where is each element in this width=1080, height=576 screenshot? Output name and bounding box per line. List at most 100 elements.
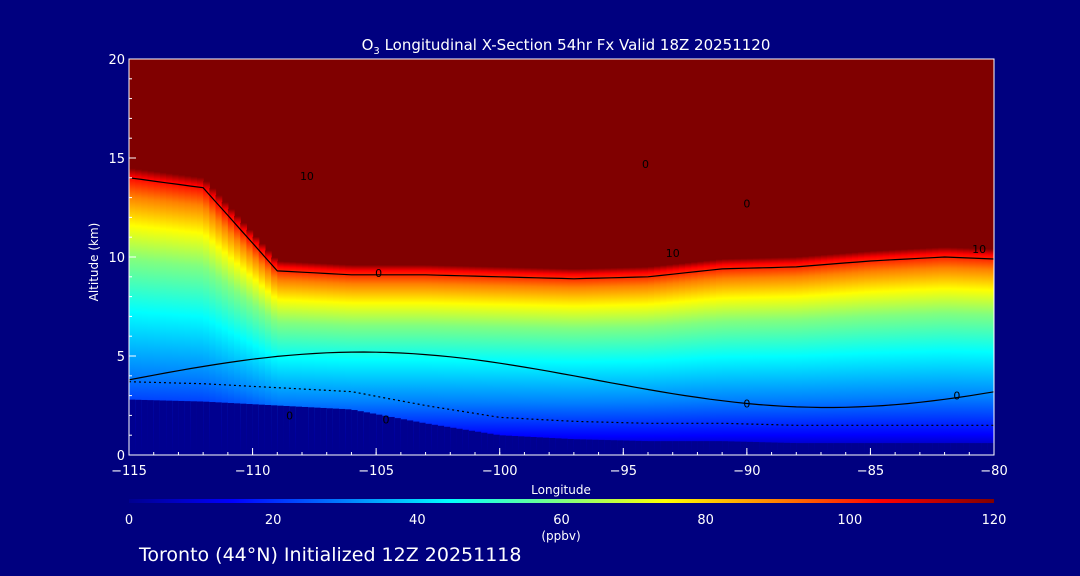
colorbar-ticks: 0 20 40 60 80 100 120	[125, 513, 1007, 528]
ozone-column	[907, 248, 915, 455]
surface-low-ozone	[790, 443, 797, 455]
ozone-column	[654, 265, 661, 455]
surface-low-ozone	[320, 407, 328, 455]
y-tick-label: 0	[117, 449, 125, 464]
surface-low-ozone	[450, 427, 458, 455]
ozone-column	[715, 259, 723, 455]
surface-low-ozone	[629, 440, 637, 455]
ozone-field	[129, 168, 994, 455]
ozone-column	[981, 248, 989, 455]
x-tick-label: −115	[111, 464, 147, 479]
ozone-column	[320, 263, 328, 455]
ozone-column	[357, 264, 365, 455]
ozone-column	[147, 170, 155, 455]
ozone-column	[703, 260, 711, 455]
surface-low-ozone	[444, 426, 451, 455]
ozone-column	[332, 264, 340, 455]
surface-low-ozone	[864, 443, 872, 455]
surface-low-ozone	[351, 410, 359, 455]
ozone-column	[178, 174, 186, 455]
surface-low-ozone	[895, 443, 902, 455]
ozone-column	[709, 259, 717, 455]
ozone-column	[234, 215, 241, 455]
surface-low-ozone	[845, 443, 853, 455]
surface-low-ozone	[129, 399, 136, 455]
colorbar-tick-label: 60	[553, 513, 570, 528]
y-axis: 0 5 10 15 20	[108, 53, 136, 464]
surface-low-ozone	[975, 443, 983, 455]
ozone-column	[153, 171, 161, 455]
ozone-column	[876, 250, 884, 455]
ozone-column	[944, 247, 952, 455]
surface-low-ozone	[209, 402, 217, 455]
ozone-column	[833, 253, 841, 455]
ozone-column	[610, 267, 618, 455]
surface-low-ozone	[413, 421, 420, 455]
surface-low-ozone	[289, 406, 297, 455]
ozone-column	[468, 266, 476, 455]
surface-low-ozone	[901, 443, 909, 455]
ozone-column	[851, 252, 859, 455]
ozone-column	[141, 169, 149, 455]
ozone-column	[302, 262, 309, 455]
surface-low-ozone	[542, 437, 550, 455]
contour-label: 0	[642, 158, 649, 171]
surface-low-ozone	[283, 405, 291, 455]
surface-low-ozone	[332, 408, 340, 455]
ozone-column	[864, 251, 872, 455]
surface-low-ozone	[153, 400, 161, 455]
ozone-column	[580, 268, 587, 455]
contour-line	[129, 351, 994, 409]
ozone-column	[629, 267, 637, 455]
colorbar-tick-label: 40	[409, 513, 426, 528]
ozone-column	[913, 248, 921, 455]
surface-low-ozone	[821, 443, 828, 455]
colorbar-tick-label: 20	[265, 513, 282, 528]
contour-line	[129, 177, 994, 280]
ozone-column	[135, 169, 142, 455]
ozone-column	[635, 267, 643, 455]
surface-low-ozone	[437, 425, 445, 455]
ozone-column	[536, 267, 544, 455]
colorbar-tick-label: 80	[697, 513, 714, 528]
surface-low-ozone	[240, 403, 247, 455]
surface-low-ozone	[493, 434, 501, 455]
surface-low-ozone	[400, 419, 408, 455]
surface-low-ozone	[851, 443, 859, 455]
ozone-column	[740, 258, 748, 455]
surface-low-ozone	[462, 429, 470, 455]
surface-low-ozone	[981, 443, 989, 455]
ozone-column	[901, 249, 909, 455]
surface-low-ozone	[802, 443, 810, 455]
surface-low-ozone	[536, 437, 544, 455]
ozone-column	[314, 263, 322, 455]
surface-low-ozone	[215, 402, 223, 455]
surface-low-ozone	[468, 430, 476, 455]
surface-low-ozone	[487, 433, 495, 455]
ozone-column	[512, 267, 519, 455]
ozone-column	[493, 266, 501, 455]
surface-low-ozone	[715, 441, 723, 455]
ozone-column	[246, 229, 254, 455]
contour-labels: 10 10 0 10 0 0 0 10 0 0 0	[286, 158, 986, 426]
ozone-column	[369, 264, 377, 455]
contour-label: 0	[286, 409, 293, 422]
surface-low-ozone	[709, 441, 717, 455]
ozone-column	[326, 263, 334, 455]
ozone-column	[487, 266, 495, 455]
surface-low-ozone	[512, 436, 519, 455]
contour-lines	[129, 177, 994, 426]
ozone-column	[753, 258, 760, 455]
colorbar-label: (ppbv)	[541, 529, 580, 543]
ozone-column	[505, 267, 513, 455]
ozone-column	[394, 264, 402, 455]
ozone-column	[765, 257, 773, 455]
ozone-column	[617, 267, 624, 455]
ozone-column	[227, 208, 235, 455]
x-tick-label: −85	[857, 464, 884, 479]
ozone-column	[975, 248, 983, 455]
ozone-column	[190, 176, 198, 455]
surface-low-ozone	[264, 405, 272, 455]
contour-line	[129, 381, 994, 426]
